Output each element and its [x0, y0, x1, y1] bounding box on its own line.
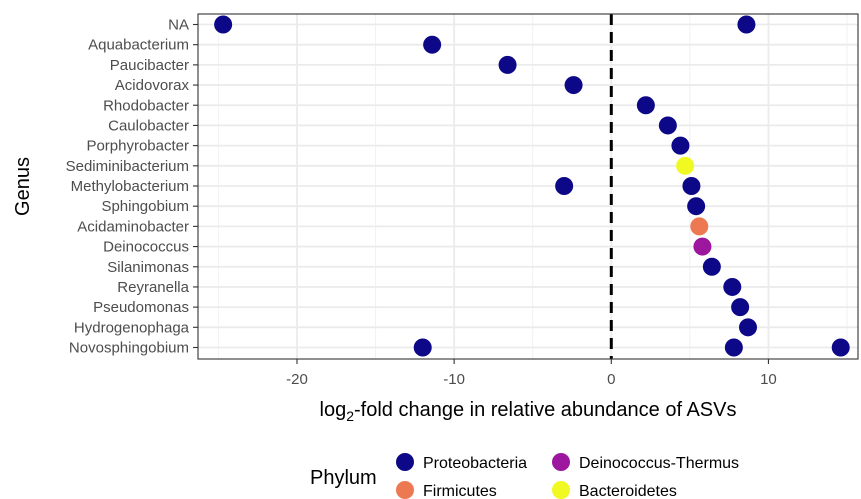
data-point: [636, 96, 655, 115]
data-point: [555, 177, 574, 195]
legend-title: Phylum: [310, 467, 377, 489]
data-point: [564, 76, 583, 95]
data-point: [731, 298, 750, 317]
data-point: [690, 217, 709, 236]
y-tick-label: Rhodobacter: [103, 97, 189, 114]
data-point: [724, 338, 743, 357]
x-axis: -20 -10 0 10: [286, 359, 777, 388]
data-point: [682, 177, 701, 195]
legend-label: Bacteroidetes: [579, 483, 677, 499]
y-tick-label: Acidovorax: [115, 77, 190, 94]
data-point: [693, 237, 712, 256]
data-point: [671, 136, 690, 155]
data-point: [723, 277, 742, 296]
x-axis-title: log2-fold change in relative abundance o…: [320, 399, 737, 424]
legend-key: [552, 481, 570, 499]
y-axis-title: Genus: [12, 157, 34, 216]
data-point: [676, 156, 695, 175]
grid-lines: [198, 14, 858, 359]
y-tick-label: Porphyrobacter: [86, 138, 189, 155]
data-point: [423, 35, 442, 54]
y-tick-label: Sediminibacterium: [66, 158, 189, 175]
legend: Phylum Proteobacteria Firmicutes Deinococc…: [310, 453, 739, 499]
y-tick-label: Acidaminobacter: [77, 218, 189, 235]
data-point: [831, 338, 850, 357]
data-point: [658, 116, 677, 135]
legend-key: [552, 453, 570, 471]
legend-key: [396, 453, 414, 471]
x-axis-title-suffix: -fold change in relative abundance of AS…: [354, 399, 736, 421]
data-point: [214, 15, 233, 34]
x-tick-label: -20: [286, 371, 308, 388]
y-tick-label: Paucibacter: [110, 57, 189, 74]
y-tick-label: Sphingobium: [101, 198, 189, 215]
y-tick-label: Caulobacter: [108, 117, 189, 134]
legend-label: Proteobacteria: [423, 455, 527, 472]
y-tick-label: Reyranella: [117, 279, 189, 296]
y-tick-label: Silanimonas: [107, 259, 189, 276]
y-tick-label: Hydrogenophaga: [74, 319, 190, 336]
y-axis: NA Aquabacterium Paucibacter Acidovorax Rhod…: [66, 17, 198, 357]
data-point: [687, 197, 706, 216]
y-tick-label: NA: [168, 17, 189, 34]
x-axis-title-subscript: 2: [346, 408, 354, 424]
data-point: [702, 257, 721, 276]
legend-label: Deinococcus-Thermus: [579, 455, 739, 472]
data-point: [413, 338, 432, 357]
x-tick-label: 0: [607, 371, 615, 388]
x-axis-title-prefix: log: [320, 399, 347, 421]
legend-label: Firmicutes: [423, 483, 497, 499]
data-point: [739, 318, 757, 337]
data-point: [498, 55, 517, 74]
y-tick-label: Methylobacterium: [71, 178, 189, 195]
x-tick-label: -10: [443, 371, 465, 388]
y-tick-label: Novosphingobium: [69, 340, 189, 357]
y-tick-label: Deinococcus: [103, 239, 189, 256]
data-points: [214, 15, 850, 357]
y-tick-label: Pseudomonas: [93, 299, 189, 316]
x-tick-label: 10: [760, 371, 777, 388]
legend-key: [396, 481, 414, 499]
y-tick-label: Aquabacterium: [88, 37, 189, 54]
data-point: [737, 15, 756, 34]
